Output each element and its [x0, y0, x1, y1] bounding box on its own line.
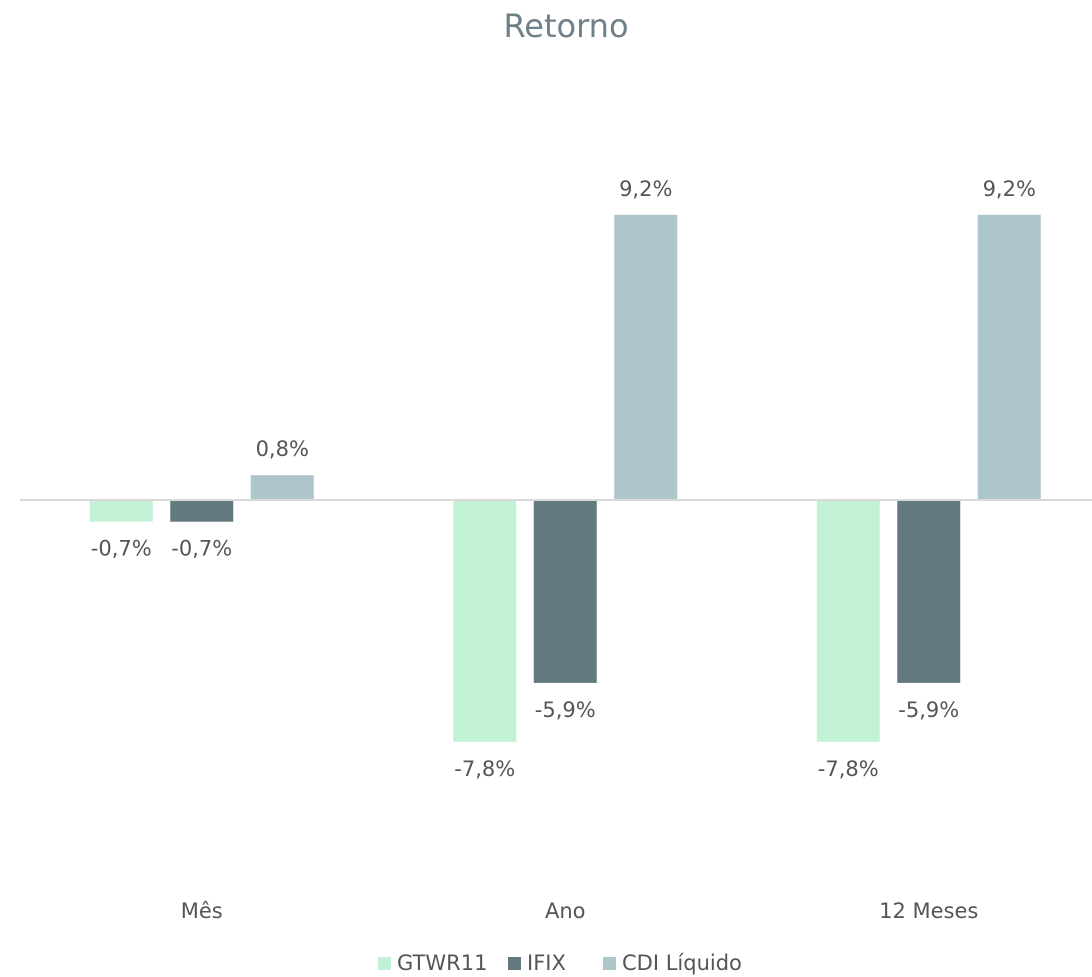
- data-label: -0,7%: [91, 537, 152, 561]
- data-label: 9,2%: [983, 177, 1036, 201]
- x-tick-label: 12 Meses: [879, 899, 978, 923]
- data-label: 0,8%: [256, 437, 309, 461]
- legend-swatch: [603, 957, 616, 970]
- x-tick-label: Mês: [181, 899, 223, 923]
- legend-label: GTWR11: [397, 951, 487, 975]
- bar: [614, 214, 678, 501]
- bar: [89, 500, 153, 522]
- legend-label: CDI Líquido: [622, 951, 742, 975]
- data-label: -0,7%: [171, 537, 232, 561]
- data-label: -5,9%: [898, 698, 959, 722]
- x-tick-label: Ano: [545, 899, 586, 923]
- data-label: 9,2%: [619, 177, 672, 201]
- legend-label: IFIX: [527, 951, 566, 975]
- bar: [533, 500, 597, 683]
- legend-swatch: [378, 957, 391, 970]
- data-label: -7,8%: [454, 757, 515, 781]
- legend-swatch: [508, 957, 521, 970]
- bar: [816, 500, 880, 742]
- bar: [977, 214, 1041, 501]
- bar: [897, 500, 961, 683]
- bar: [170, 500, 234, 522]
- chart-title: Retorno: [503, 7, 628, 45]
- data-label: -7,8%: [818, 757, 879, 781]
- bar: [250, 475, 314, 500]
- bar: [453, 500, 517, 742]
- data-label: -5,9%: [535, 698, 596, 722]
